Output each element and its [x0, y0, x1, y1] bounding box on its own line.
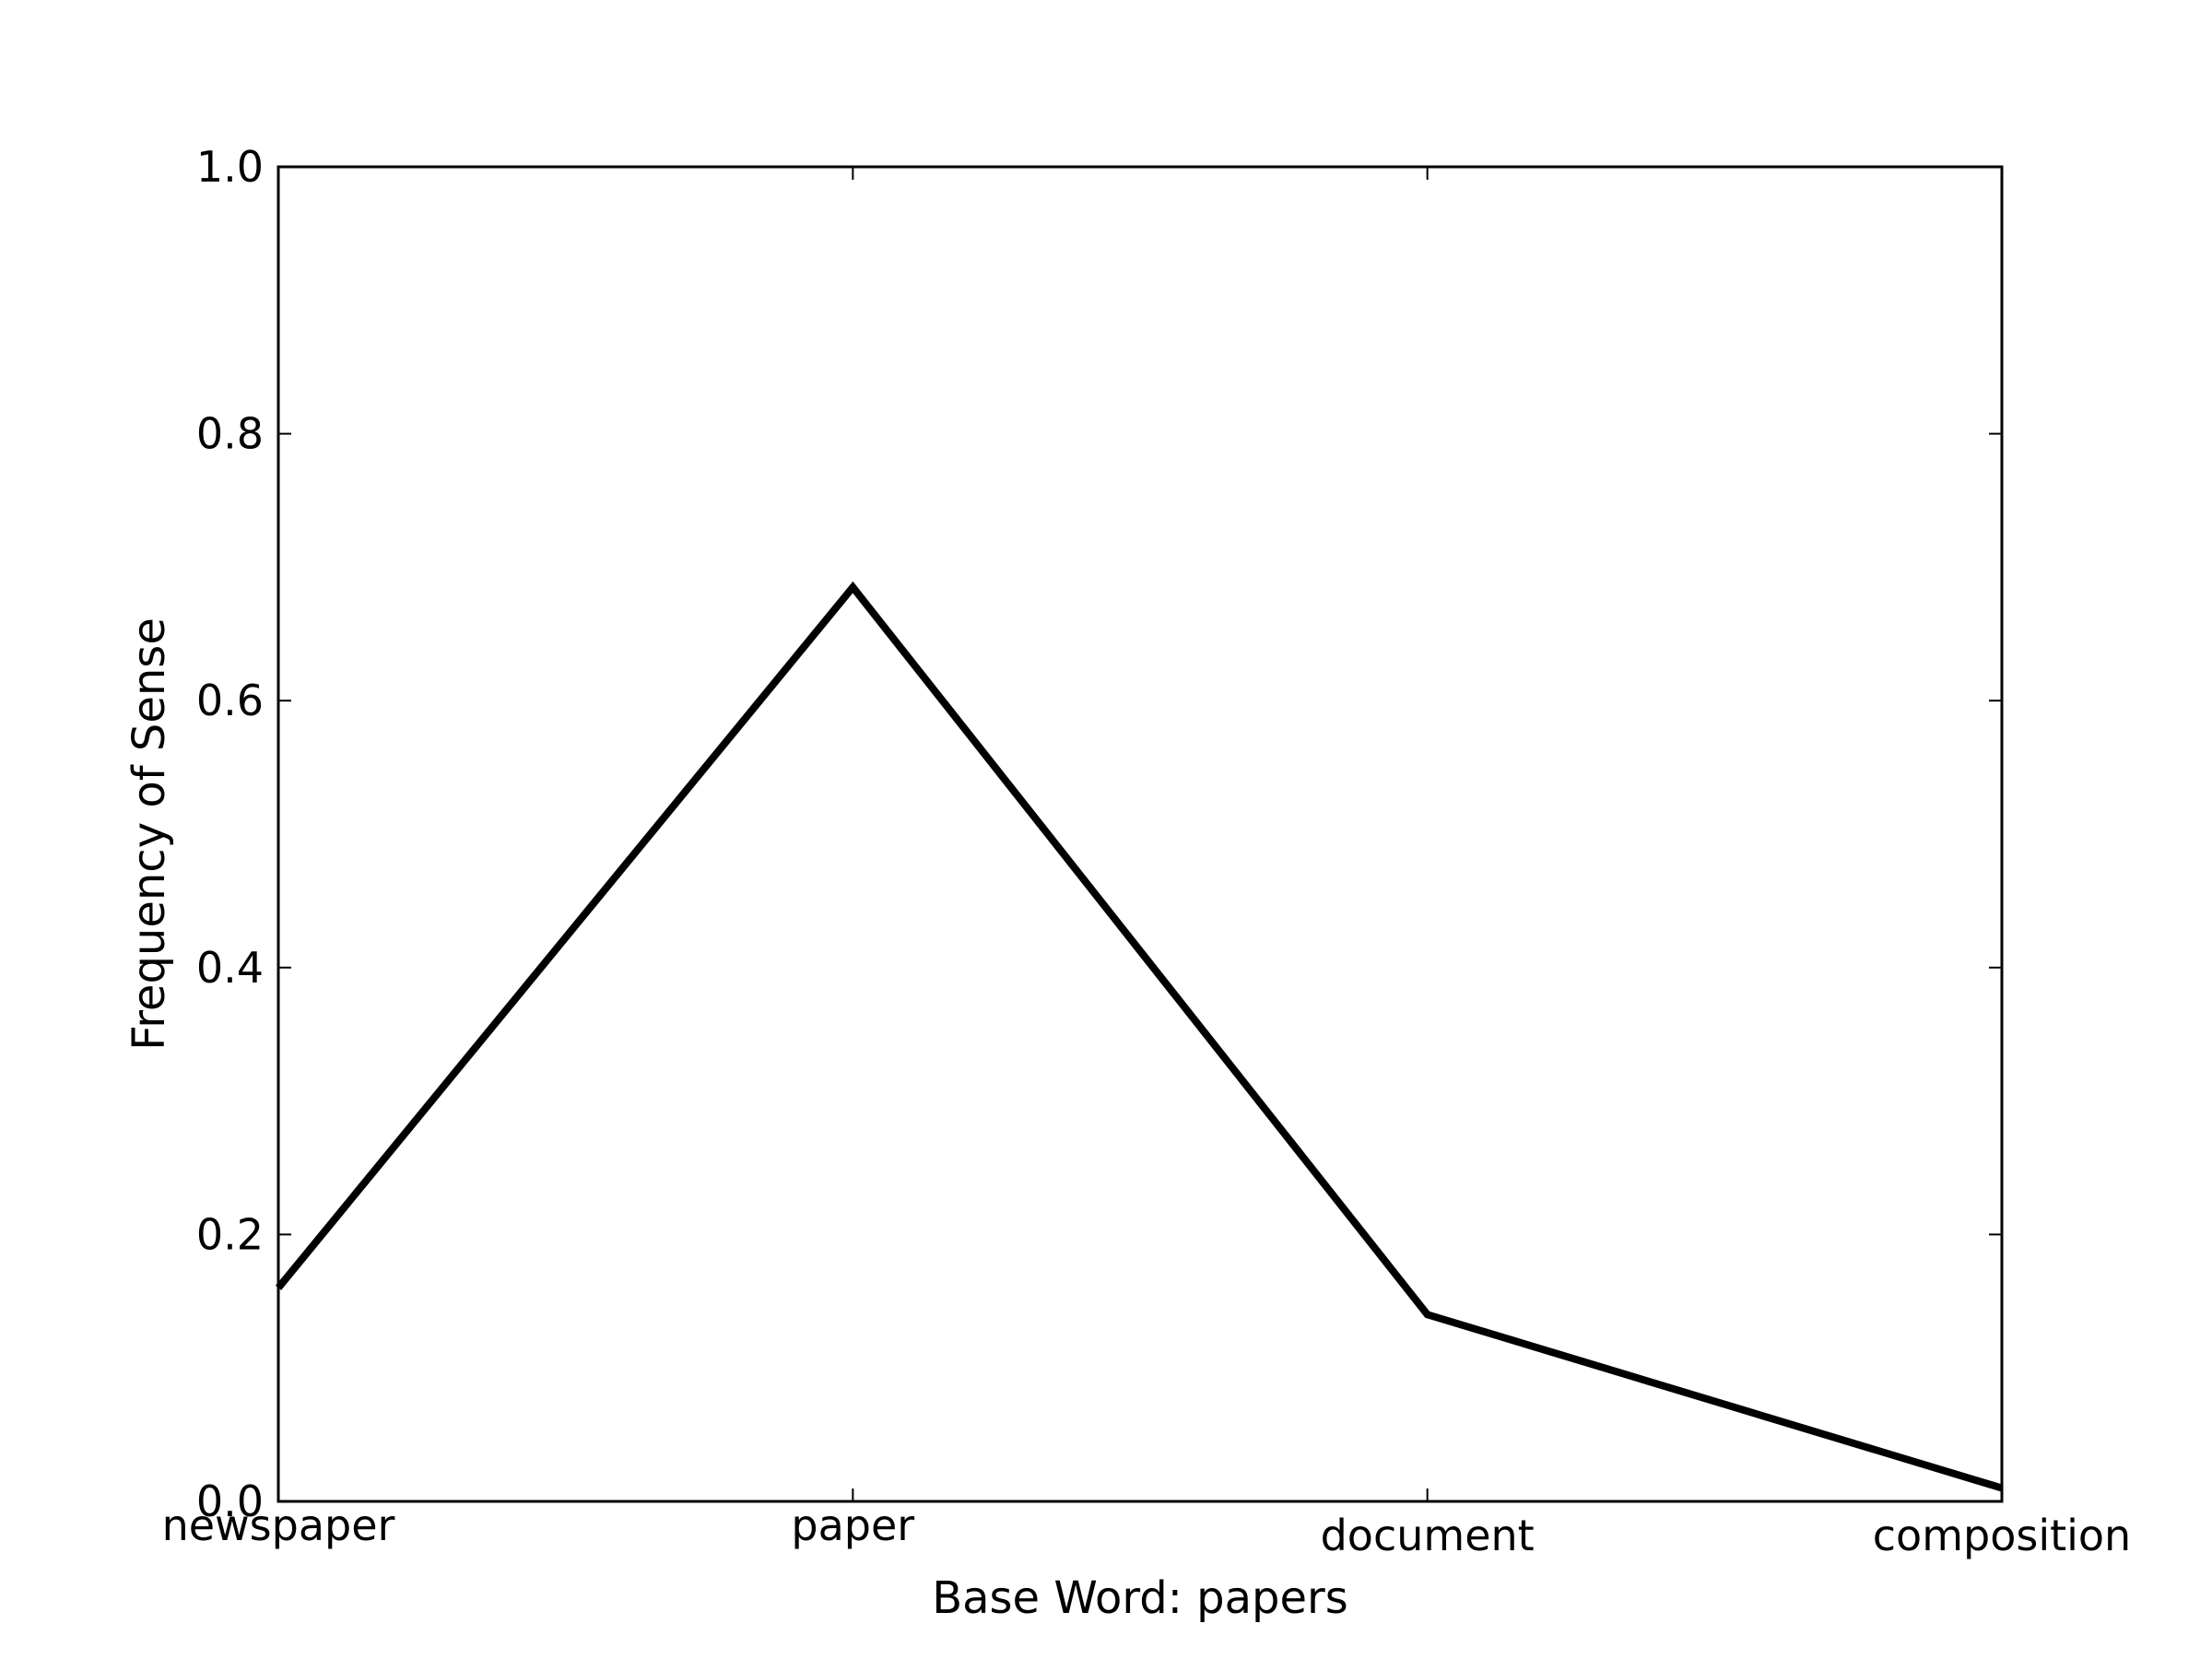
series-line	[275, 581, 2004, 1492]
y-axis-ticks: 0.0 0.2 0.4 0.6 0.8 1.0	[196, 142, 2002, 1526]
x-tick-label: paper	[791, 1500, 914, 1550]
x-axis-ticks: newspaper paper document composition	[162, 167, 2131, 1560]
x-tick-label: composition	[1873, 1511, 2131, 1560]
series-layer	[275, 581, 2004, 1492]
y-tick-label: 0.2	[196, 1209, 264, 1259]
y-tick-label: 0.4	[196, 943, 264, 993]
y-tick-label: 0.0	[196, 1477, 264, 1526]
data-point	[1427, 1313, 1429, 1315]
x-tick-label: newspaper	[162, 1500, 395, 1550]
y-tick-label: 1.0	[196, 142, 264, 192]
y-axis-label: Frequency of Sense	[124, 618, 175, 1051]
x-axis-label: Base Word: papers	[932, 1572, 1348, 1624]
y-tick-label: 0.8	[196, 409, 264, 459]
x-tick-label: document	[1321, 1511, 1535, 1560]
y-tick-label: 0.6	[196, 676, 264, 725]
plot-area	[276, 165, 2004, 1503]
